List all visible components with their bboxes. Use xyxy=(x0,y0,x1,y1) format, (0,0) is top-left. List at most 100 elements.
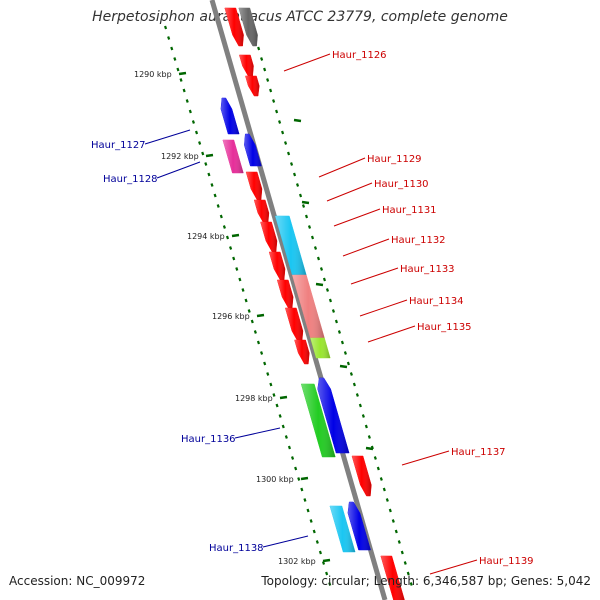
gene-haur-1129-shading xyxy=(246,172,262,200)
gene-haur-1127-shading xyxy=(220,98,240,134)
ruler-tick xyxy=(295,183,300,187)
ruler-tick xyxy=(260,351,264,355)
ruler-tick xyxy=(409,582,413,586)
gene-haur-1130 xyxy=(253,199,270,225)
ruler-tick xyxy=(229,246,233,250)
ruler-tick xyxy=(167,36,171,40)
gene-cyan-block-shading xyxy=(275,216,307,275)
gene-haur-1126-a xyxy=(239,54,254,78)
gene-track xyxy=(220,7,405,600)
gene-haur-1128-b-shading xyxy=(222,140,244,173)
ruler-tick xyxy=(325,288,330,292)
major-tick xyxy=(293,118,302,123)
ruler-tick xyxy=(358,403,362,408)
ruler-tick xyxy=(382,487,386,492)
gene-haur-1130-shading xyxy=(254,200,269,224)
gene-haur-1136-a-shading xyxy=(301,384,336,457)
ruler-tick xyxy=(334,319,338,324)
leader-haur-1131 xyxy=(333,208,381,227)
major-tick xyxy=(205,153,214,158)
ruler-tick xyxy=(297,477,301,481)
ruler-tick xyxy=(316,256,321,261)
major-tick xyxy=(279,395,288,400)
ruler-tick xyxy=(164,25,168,30)
ruler-tick xyxy=(257,46,261,51)
ruler-tick xyxy=(194,130,199,135)
ruler-tick xyxy=(278,414,282,418)
coordinate-ruler-right xyxy=(251,25,413,586)
ruler-tick xyxy=(253,330,257,334)
ruler-tick xyxy=(173,57,177,61)
gene-haur-1138-a xyxy=(329,505,356,553)
ruler-tick xyxy=(376,466,380,471)
ruler-tick xyxy=(272,393,276,397)
gene-top-b xyxy=(238,7,258,47)
genome-backbone xyxy=(209,0,388,600)
ruler-tick xyxy=(204,162,208,166)
gene-haur-1137-shading xyxy=(351,456,372,496)
ruler-tick xyxy=(312,529,316,534)
major-tick xyxy=(178,71,187,76)
kbp-labels: 1290 kbp 1292 kbp 1294 kbp 1296 kbp 1298 kbp… xyxy=(134,70,331,566)
gene-label-haur-1133: Haur_1133 xyxy=(400,264,455,275)
gene-haur-1128-a xyxy=(244,133,262,167)
gene-label-haur-1129: Haur_1129 xyxy=(367,154,422,165)
gene-haur-1135-a-shading xyxy=(294,340,310,364)
leader-haur-1133 xyxy=(350,267,399,285)
gene-label-haur-1130: Haur_1130 xyxy=(374,179,429,190)
coordinate-ruler-left xyxy=(164,25,332,586)
ruler-tick xyxy=(307,225,312,229)
ruler-tick xyxy=(247,309,251,313)
leader-haur-1135 xyxy=(367,325,416,343)
ruler-tick xyxy=(287,445,291,450)
gene-haur-1133-shading xyxy=(277,280,294,308)
gene-label-haur-1131: Haur_1131 xyxy=(382,205,437,216)
gene-haur-1135-b-shading xyxy=(310,338,331,358)
gene-label-haur-1126: Haur_1126 xyxy=(332,50,387,61)
ruler-tick xyxy=(315,540,319,544)
ruler-tick xyxy=(385,498,389,502)
ruler-tick xyxy=(287,151,291,156)
ruler-tick xyxy=(397,540,401,544)
gene-haur-1136-b xyxy=(317,377,350,454)
kbp-label-1292-kbp: 1292 kbp xyxy=(161,152,199,161)
ruler-tick xyxy=(303,498,307,502)
gene-pink-block-shading xyxy=(292,275,325,338)
ruler-tick xyxy=(328,582,332,586)
ruler-tick xyxy=(406,571,410,576)
gene-haur-1139-shading xyxy=(380,556,405,600)
ruler-tick xyxy=(306,508,310,513)
gene-haur-1131-shading xyxy=(260,222,277,252)
ruler-tick xyxy=(400,550,404,555)
ruler-tick xyxy=(313,246,318,250)
gene-haur-1132 xyxy=(268,251,286,281)
ruler-tick xyxy=(304,214,309,219)
ruler-tick xyxy=(266,78,270,82)
ruler-tick xyxy=(318,550,322,555)
ruler-tick xyxy=(364,424,368,429)
leader-haur-1137 xyxy=(401,450,450,466)
ruler-tick xyxy=(349,372,353,376)
gene-label-haur-1139: Haur_1139 xyxy=(479,556,534,567)
ruler-tick xyxy=(355,393,359,397)
ruler-tick xyxy=(328,298,332,303)
ruler-tick xyxy=(263,361,267,366)
ruler-tick xyxy=(331,309,335,313)
gene-haur-1127 xyxy=(220,97,240,135)
ruler-tick xyxy=(294,466,298,471)
ruler-tick xyxy=(300,487,304,492)
ruler-tick xyxy=(188,109,192,114)
gene-top-b-shading xyxy=(238,8,258,46)
gene-haur-1128-b xyxy=(222,139,244,174)
ruler-tick xyxy=(275,403,279,408)
major-tick xyxy=(256,313,265,318)
kbp-label-1300-kbp: 1300 kbp xyxy=(256,475,294,484)
ruler-tick xyxy=(176,67,180,72)
ruler-tick xyxy=(269,382,273,387)
ruler-tick xyxy=(281,130,285,135)
gene-haur-1139 xyxy=(380,555,405,600)
gene-label-haur-1132: Haur_1132 xyxy=(391,235,446,246)
ruler-tick xyxy=(343,351,347,355)
leader-haur-1128 xyxy=(156,161,201,179)
